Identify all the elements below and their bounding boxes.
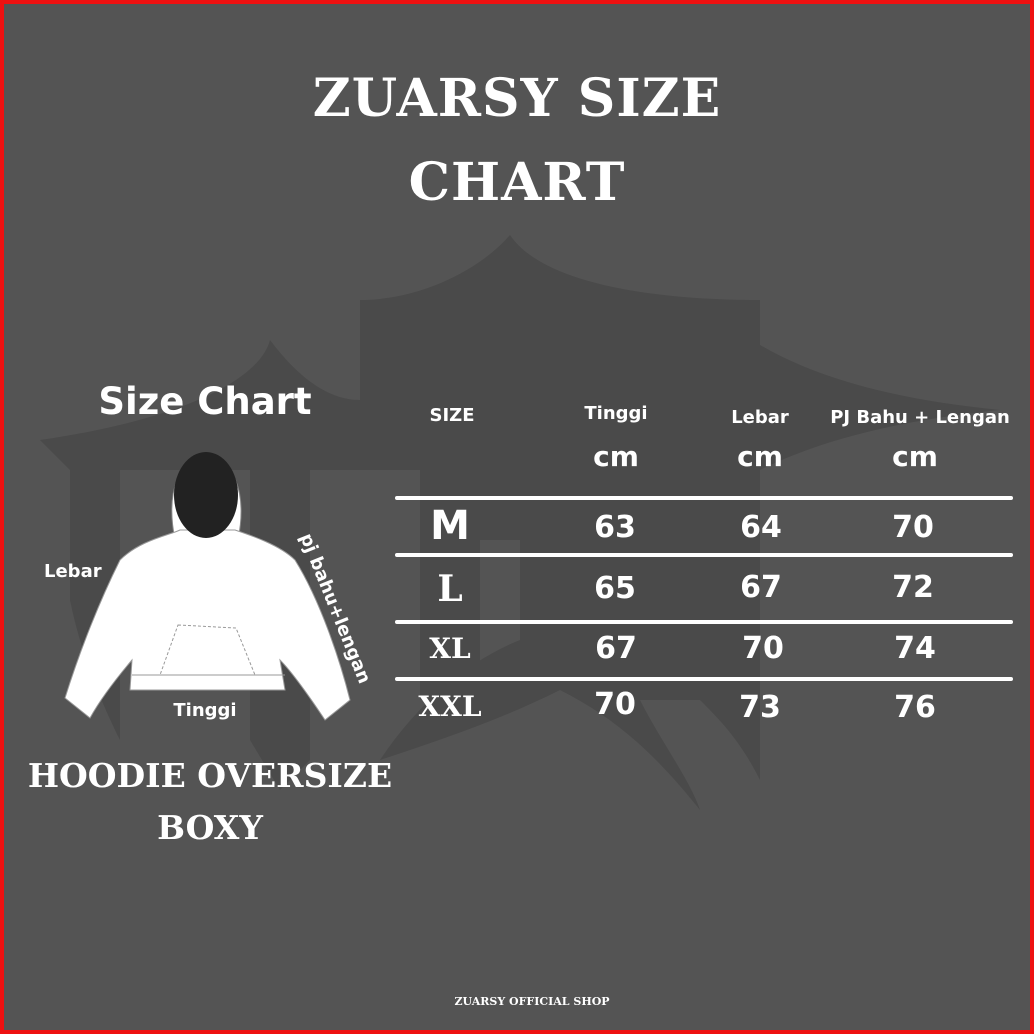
cell: 74 xyxy=(894,631,936,666)
cell: 65 xyxy=(594,571,636,606)
cell: 63 xyxy=(594,510,636,545)
header-tinggi: Tinggi xyxy=(584,403,648,424)
size-l: L xyxy=(437,568,463,610)
size-chart-heading: Size Chart xyxy=(98,380,312,423)
divider xyxy=(395,496,1013,500)
header-size: SIZE xyxy=(429,405,475,426)
product-name-line-1: HOODIE OVERSIZE xyxy=(27,756,393,795)
footer-shop-name: ZUARSY OFFICIAL SHOP xyxy=(454,995,610,1008)
divider xyxy=(395,553,1013,557)
cell: 76 xyxy=(894,690,936,725)
unit-tinggi: cm xyxy=(593,440,639,473)
cell: 73 xyxy=(739,690,781,725)
title-line-1: ZUARSY SIZE xyxy=(312,68,722,129)
size-xxl: XXL xyxy=(418,690,482,723)
cell: 70 xyxy=(892,510,934,545)
cell: 70 xyxy=(742,631,784,666)
title-line-2: CHART xyxy=(408,152,626,213)
cell: 64 xyxy=(740,510,782,545)
tinggi-label: Tinggi xyxy=(173,700,237,721)
unit-lebar: cm xyxy=(737,440,783,473)
hoodie-icon xyxy=(64,452,351,721)
cell: 72 xyxy=(892,570,934,605)
header-pj: PJ Bahu + Lengan xyxy=(830,407,1010,428)
size-m: M xyxy=(430,503,470,549)
divider xyxy=(395,620,1013,624)
cell: 67 xyxy=(740,570,782,605)
lebar-label: Lebar xyxy=(44,561,102,582)
unit-pj: cm xyxy=(892,440,938,473)
product-name-line-2: BOXY xyxy=(157,808,263,847)
header-lebar: Lebar xyxy=(731,407,789,428)
cell: 67 xyxy=(595,631,637,666)
cell: 70 xyxy=(594,687,636,722)
size-xl: XL xyxy=(429,632,471,665)
divider xyxy=(395,677,1013,681)
